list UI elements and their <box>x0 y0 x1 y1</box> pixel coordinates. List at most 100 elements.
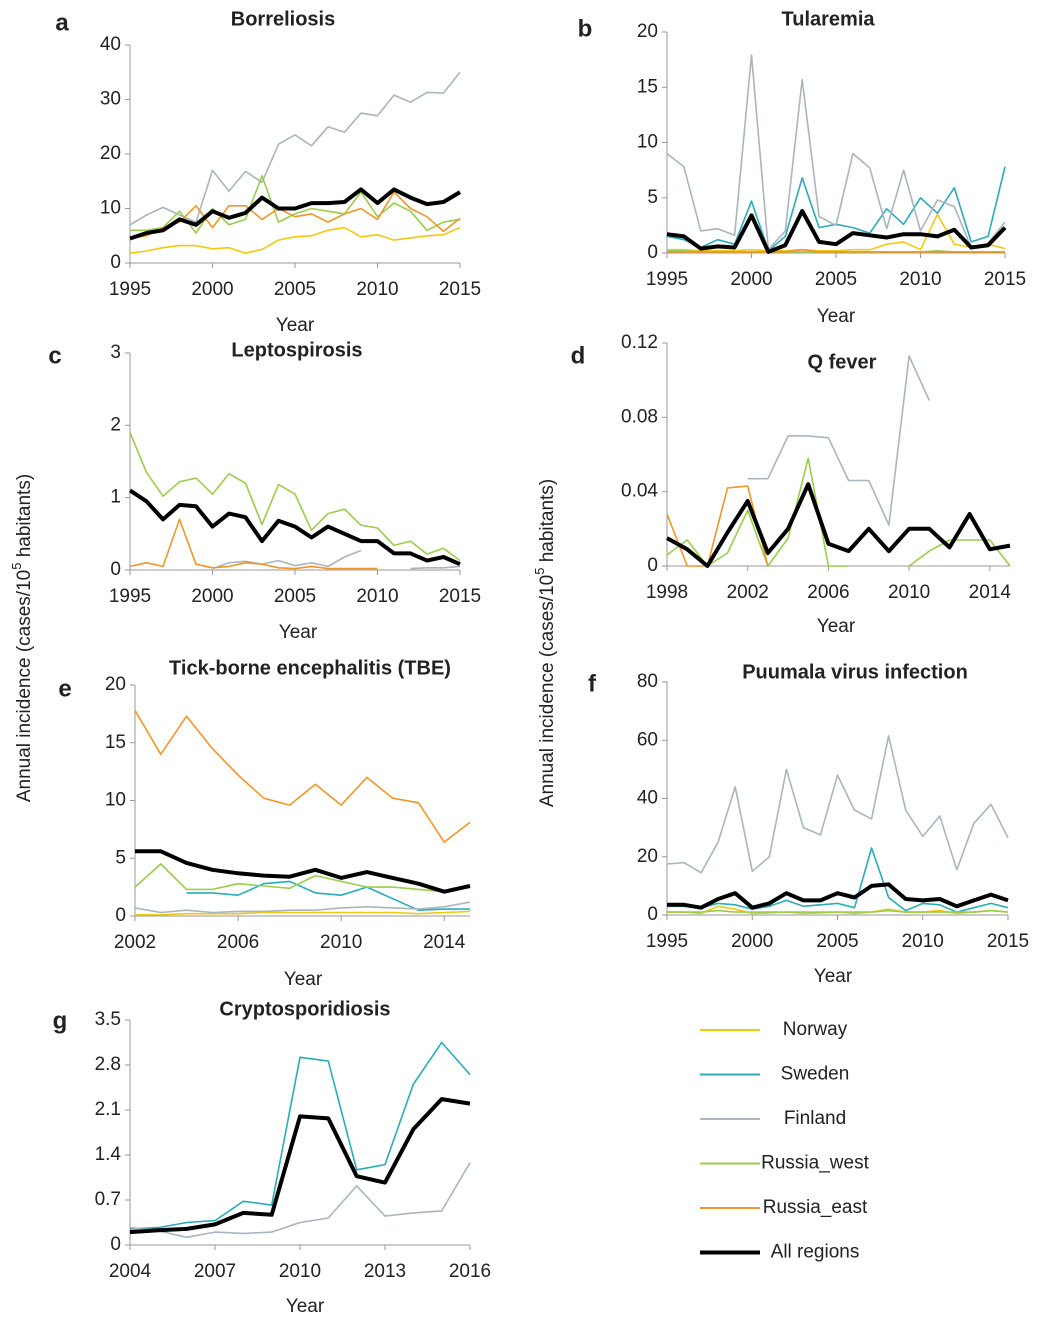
y-tick-label: 15 <box>637 76 658 97</box>
x-tick-label: 2005 <box>274 586 316 607</box>
legend-label: Sweden <box>781 1064 850 1085</box>
x-tick-label: 2010 <box>899 269 941 290</box>
panel-letter: b <box>578 15 593 42</box>
chart-title: Puumala virus infection <box>742 661 968 683</box>
x-tick-label: 2007 <box>194 1261 236 1282</box>
series-line <box>212 549 461 570</box>
x-tick-label: 2000 <box>191 586 233 607</box>
y-tick-label: 40 <box>100 34 121 55</box>
x-tick-label: 2010 <box>356 279 398 300</box>
series-line <box>748 356 1010 525</box>
legend-label: Norway <box>783 1019 848 1040</box>
y-tick-label: 15 <box>105 732 126 753</box>
series-line <box>186 880 470 911</box>
series-line <box>135 910 471 916</box>
series-line <box>667 213 1006 252</box>
panel-letter: d <box>571 342 586 369</box>
y-tick-label: 0.7 <box>95 1189 121 1210</box>
series-line <box>666 485 769 567</box>
series-line <box>129 1162 471 1239</box>
y-tick-label: 0 <box>647 242 658 263</box>
x-tick-label: 2015 <box>987 931 1029 952</box>
y-tick-label: 0 <box>110 1234 121 1255</box>
chart-title: Q fever <box>808 351 877 373</box>
legend-label: All regions <box>771 1242 860 1263</box>
series-line <box>129 226 461 254</box>
y-tick-label: 0.12 <box>621 332 658 353</box>
x-tick-label: 2010 <box>888 582 930 603</box>
series-line <box>129 187 462 241</box>
series-line <box>666 735 1009 874</box>
y-tick-label: 2.8 <box>95 1054 121 1075</box>
series-line <box>129 71 461 226</box>
panel-letter: g <box>53 1007 68 1034</box>
y-tick-label: 20 <box>100 143 121 164</box>
x-tick-label: 2013 <box>364 1261 406 1282</box>
chart-title: Leptospirosis <box>231 339 362 361</box>
series-line <box>667 847 1009 913</box>
y-tick-label: 2.1 <box>95 1099 121 1120</box>
series-line <box>666 166 1006 252</box>
x-axis-label: Year <box>814 966 853 987</box>
series-line <box>667 882 1009 910</box>
panel-letter: a <box>55 9 69 36</box>
x-axis-label: Year <box>276 315 315 336</box>
x-tick-label: 2000 <box>730 269 772 290</box>
y-tick-label: 3 <box>110 342 121 363</box>
series-line <box>128 488 461 567</box>
y-tick-label: 10 <box>105 790 126 811</box>
x-tick-label: 2015 <box>439 586 481 607</box>
x-tick-label: 2016 <box>449 1261 491 1282</box>
x-tick-label: 1995 <box>109 279 151 300</box>
y-tick-label: 5 <box>647 187 658 208</box>
x-tick-label: 2005 <box>815 269 857 290</box>
y-tick-label: 5 <box>115 847 126 868</box>
x-tick-label: 2002 <box>727 582 769 603</box>
y-tick-label: 20 <box>637 846 658 867</box>
x-tick-label: 2005 <box>816 931 858 952</box>
x-axis-label: Year <box>279 622 318 643</box>
series-line <box>129 1097 471 1235</box>
series-line <box>666 54 1006 251</box>
y-tick-label: 20 <box>637 21 658 42</box>
x-axis-label: Year <box>817 616 856 637</box>
y-tick-label: 0 <box>115 905 126 926</box>
series-line <box>135 849 471 894</box>
y-tick-label: 0 <box>110 559 121 580</box>
series-line <box>130 175 461 234</box>
y-tick-label: 0 <box>647 904 658 925</box>
series-line <box>134 901 471 914</box>
y-tick-label: 1 <box>110 487 121 508</box>
y-tick-label: 10 <box>100 198 121 219</box>
series-line <box>667 248 1005 253</box>
x-tick-label: 2005 <box>274 279 316 300</box>
x-tick-label: 1998 <box>646 582 688 603</box>
series-line <box>667 909 1009 913</box>
y-tick-label: 60 <box>637 729 658 750</box>
series-line <box>666 482 1011 568</box>
x-tick-label: 1995 <box>109 586 151 607</box>
x-tick-label: 2014 <box>423 932 466 953</box>
y-tick-label: 80 <box>637 671 658 692</box>
x-tick-label: 2015 <box>984 269 1026 290</box>
y-tick-label: 0 <box>110 252 121 273</box>
chart-title: Borreliosis <box>231 8 335 30</box>
x-tick-label: 2015 <box>439 279 481 300</box>
x-tick-label: 2004 <box>109 1261 152 1282</box>
y-tick-label: 0.08 <box>621 406 658 427</box>
x-tick-label: 2010 <box>320 932 362 953</box>
series-line <box>666 209 1007 254</box>
x-tick-label: 2000 <box>731 931 773 952</box>
y-tick-label: 40 <box>637 788 658 809</box>
x-tick-label: 2010 <box>902 931 944 952</box>
x-tick-label: 2002 <box>114 932 156 953</box>
panel-letter: c <box>48 342 61 369</box>
x-tick-label: 1995 <box>646 269 688 290</box>
x-axis-label: Year <box>817 306 856 327</box>
x-tick-label: 2010 <box>356 586 398 607</box>
y-axis-label: Annual incidence (cases/105 habitants) <box>532 479 558 807</box>
y-axis-label: Annual incidence (cases/105 habitants) <box>9 474 35 802</box>
x-tick-label: 2000 <box>191 279 233 300</box>
y-tick-label: 0.04 <box>621 481 658 502</box>
y-tick-label: 2 <box>110 414 121 435</box>
